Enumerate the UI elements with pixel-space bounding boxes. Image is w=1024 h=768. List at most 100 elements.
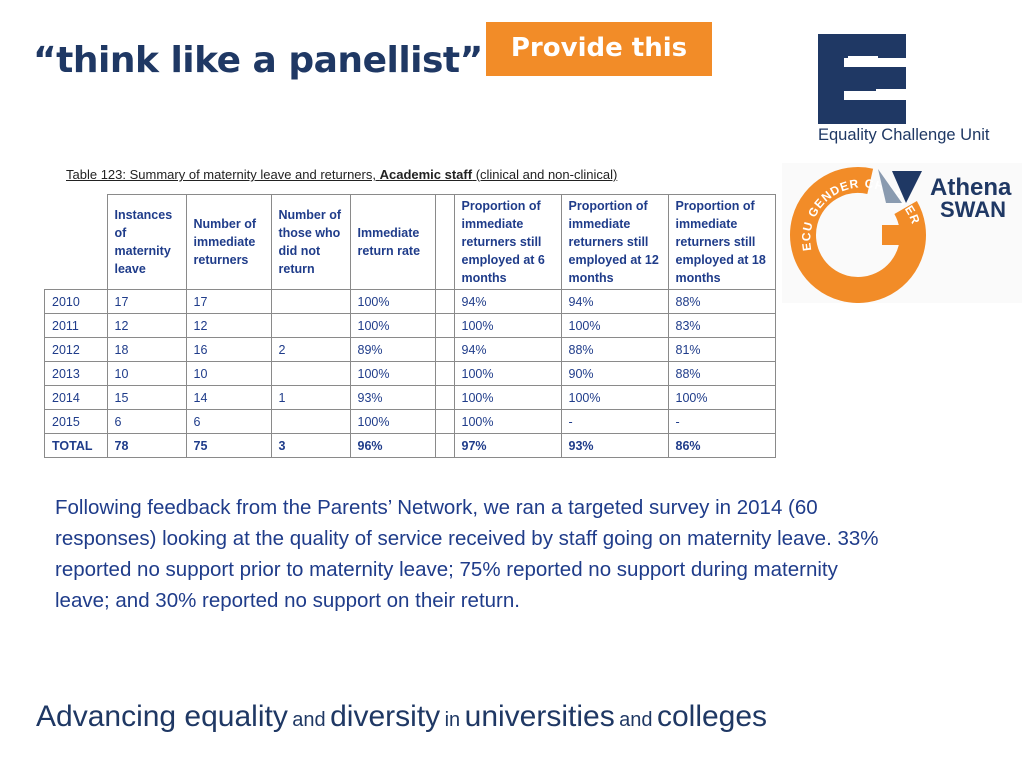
cell-instances: 6 [106, 409, 187, 434]
athena-line: Athena [930, 174, 1012, 201]
tagline-part: universities [464, 700, 615, 733]
cell-year: 2013 [44, 361, 108, 386]
gender-charter-ring-icon: ECU GENDER CHARTER [790, 167, 926, 303]
caption-prefix: Table 123: Summary of maternity leave an… [66, 167, 380, 182]
cell-returners: 16 [185, 337, 272, 362]
header-18-months: Proportion of immediate returners still … [667, 194, 776, 290]
table-header-row: Instances of maternity leave Number of i… [44, 194, 776, 290]
header-6-months: Proportion of immediate returners still … [453, 194, 562, 290]
table-row: 2015 6 6 100% 100% - - [44, 409, 776, 434]
cell-return-rate: 93% [349, 385, 436, 410]
ecu-mark-icon [818, 34, 906, 124]
ecu-logo-text: Equality Challenge Unit [818, 126, 990, 144]
cell-instances: 10 [106, 361, 187, 386]
header-instances: Instances of maternity leave [106, 194, 187, 290]
cell-return-rate: 89% [349, 337, 436, 362]
cell-total-not-returned: 3 [270, 433, 351, 458]
cell-total-12-months: 93% [560, 433, 669, 458]
cell-not-returned: 2 [270, 337, 351, 362]
cell-year: 2011 [44, 313, 108, 338]
cell-18-months: 88% [667, 361, 776, 386]
cell-total-label: TOTAL [44, 433, 108, 458]
athena-swan-text: Athena SWAN [930, 174, 1012, 222]
cell-total-6-months: 97% [453, 433, 562, 458]
cell-6-months: 94% [453, 289, 562, 314]
cell-18-months: 100% [667, 385, 776, 410]
cell-returners: 14 [185, 385, 272, 410]
cell-returners: 6 [185, 409, 272, 434]
tagline-part: in [444, 709, 461, 731]
cell-18-months: 81% [667, 337, 776, 362]
table-row: 2014 15 14 1 93% 100% 100% 100% [44, 385, 776, 410]
header-did-not-return: Number of those who did not return [270, 194, 351, 290]
cell-spacer [434, 289, 455, 314]
slide-title: “think like a panellist” [33, 40, 483, 81]
table-row: 2012 18 16 2 89% 94% 88% 81% [44, 337, 776, 362]
cell-12-months: 100% [560, 385, 669, 410]
cell-6-months: 100% [453, 385, 562, 410]
tagline-part: and [292, 709, 326, 731]
cell-12-months: 100% [560, 313, 669, 338]
cell-6-months: 100% [453, 361, 562, 386]
cell-total-return-rate: 96% [349, 433, 436, 458]
caption-suffix: (clinical and non-clinical) [472, 167, 618, 182]
table-row: 2010 17 17 100% 94% 94% 88% [44, 289, 776, 314]
cell-instances: 18 [106, 337, 187, 362]
cell-total-instances: 78 [106, 433, 187, 458]
cell-year: 2010 [44, 289, 108, 314]
cell-18-months: 83% [667, 313, 776, 338]
caption-bold: Academic staff [379, 167, 473, 182]
maternity-returners-table: Instances of maternity leave Number of i… [44, 194, 776, 458]
cell-spacer [434, 409, 455, 434]
cell-instances: 17 [106, 289, 187, 314]
cell-18-months: 88% [667, 289, 776, 314]
cell-instances: 15 [106, 385, 187, 410]
cell-12-months: - [560, 409, 669, 434]
cell-not-returned [270, 361, 351, 386]
header-12-months: Proportion of immediate returners still … [560, 194, 669, 290]
table-row: 2013 10 10 100% 100% 90% 88% [44, 361, 776, 386]
swan-line: SWAN [940, 197, 1006, 222]
footer-tagline: Advancing equality and diversity in univ… [36, 700, 767, 734]
cell-spacer [434, 385, 455, 410]
survey-paragraph: Following feedback from the Parents’ Net… [55, 496, 879, 612]
cell-not-returned [270, 313, 351, 338]
cell-returners: 12 [185, 313, 272, 338]
cell-12-months: 88% [560, 337, 669, 362]
cell-return-rate: 100% [349, 409, 436, 434]
tagline-part: colleges [656, 700, 768, 733]
cell-instances: 12 [106, 313, 187, 338]
tagline-part: Advancing equality [36, 700, 288, 733]
cell-spacer [434, 433, 455, 458]
cell-total-returners: 75 [185, 433, 272, 458]
cell-6-months: 100% [453, 313, 562, 338]
table-caption: Table 123: Summary of maternity leave an… [66, 167, 617, 182]
athena-swan-logo: ECU GENDER CHARTER Athena SWAN [782, 163, 1022, 303]
cell-return-rate: 100% [349, 289, 436, 314]
cell-6-months: 100% [453, 409, 562, 434]
table-total-row: TOTAL 78 75 3 96% 97% 93% 86% [44, 433, 776, 458]
cell-not-returned [270, 289, 351, 314]
cell-year: 2014 [44, 385, 108, 410]
cell-not-returned: 1 [270, 385, 351, 410]
cell-spacer [434, 361, 455, 386]
table-row: 2011 12 12 100% 100% 100% 83% [44, 313, 776, 338]
cell-year: 2015 [44, 409, 108, 434]
cell-return-rate: 100% [349, 313, 436, 338]
cell-12-months: 94% [560, 289, 669, 314]
cell-18-months: - [667, 409, 776, 434]
tagline-part: and [619, 709, 653, 731]
cell-return-rate: 100% [349, 361, 436, 386]
header-year [44, 194, 108, 290]
cell-not-returned [270, 409, 351, 434]
cell-total-18-months: 86% [667, 433, 776, 458]
header-immediate-returners: Number of immediate returners [185, 194, 272, 290]
ecu-logo: Equality Challenge Unit [818, 34, 1018, 154]
header-return-rate: Immediate return rate [349, 194, 436, 290]
cell-spacer [434, 337, 455, 362]
cell-6-months: 94% [453, 337, 562, 362]
tagline-part: diversity [330, 700, 441, 733]
cell-12-months: 90% [560, 361, 669, 386]
cell-year: 2012 [44, 337, 108, 362]
provide-this-callout: Provide this [486, 22, 712, 76]
